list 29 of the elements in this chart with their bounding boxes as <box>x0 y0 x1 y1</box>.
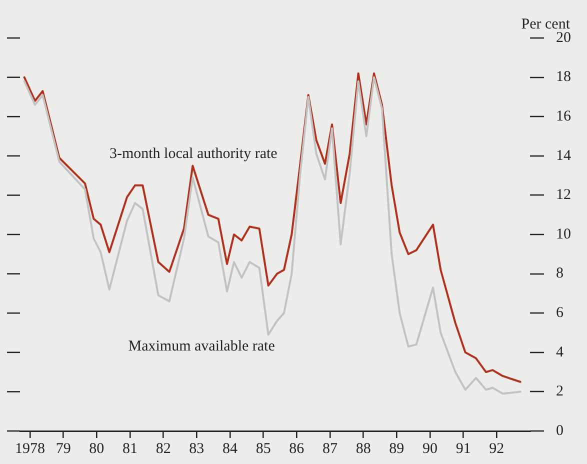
series-label: 3-month local authority rate <box>109 146 278 162</box>
y-tick-label: 6 <box>556 305 564 322</box>
y-axis-title: Per cent <box>521 16 571 32</box>
x-tick-label: 88 <box>356 440 371 457</box>
y-tick-label: 8 <box>556 266 564 282</box>
series-label: Maximum available rate <box>128 338 276 354</box>
x-tick-label: 80 <box>89 440 104 457</box>
x-tick-label: 1978 <box>15 440 45 457</box>
y-tick-label: 0 <box>556 422 564 439</box>
x-tick-label: 89 <box>389 440 404 457</box>
x-tick-label: 83 <box>189 440 204 457</box>
x-tick-label: 91 <box>456 440 471 457</box>
x-tick-label: 81 <box>122 440 138 457</box>
x-tick-label: 79 <box>56 440 71 457</box>
x-tick-label: 92 <box>489 440 504 457</box>
x-tick-label: 82 <box>156 440 171 457</box>
y-tick-label: 16 <box>556 108 572 125</box>
x-tick-label: 86 <box>289 440 305 457</box>
x-tick-label: 84 <box>222 440 238 457</box>
y-tick-label: 4 <box>556 344 564 360</box>
x-tick-label: 87 <box>322 440 338 457</box>
y-tick-label: 18 <box>556 69 571 86</box>
y-tick-label: 20 <box>556 30 571 46</box>
x-tick-label: 90 <box>422 440 438 457</box>
y-tick-label: 2 <box>556 384 564 400</box>
x-tick-label: 85 <box>256 440 271 457</box>
y-tick-label: 14 <box>556 148 572 164</box>
y-tick-label: 12 <box>556 187 571 204</box>
y-tick-label: 10 <box>556 226 571 242</box>
